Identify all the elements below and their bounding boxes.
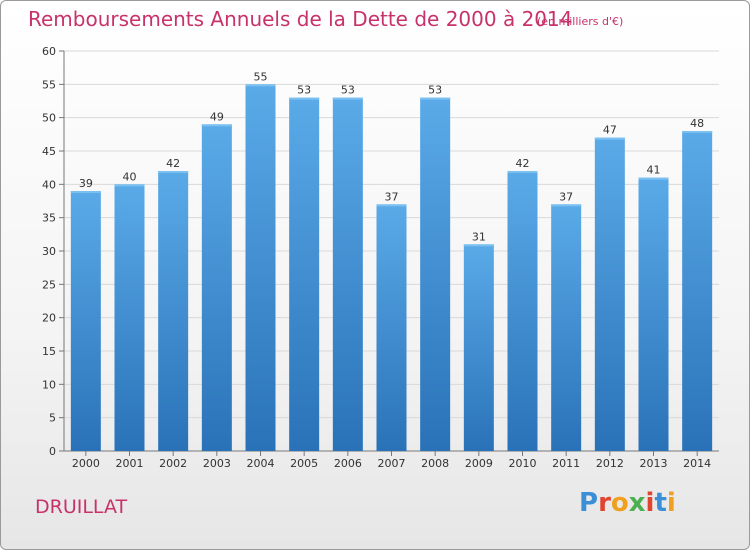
bar-2004 <box>245 84 276 451</box>
value-label-2000: 39 <box>79 177 93 190</box>
x-tick-label-2001: 2001 <box>116 457 144 470</box>
bar-2009 <box>463 244 494 451</box>
bar-2010 <box>507 171 538 451</box>
y-tick-label-10: 10 <box>42 378 56 391</box>
brand-letter: t <box>654 488 667 518</box>
labels: 39 2000 40 2001 42 2002 49 2003 55 2004 53 2005 53 20… <box>72 70 711 470</box>
value-label-2004: 55 <box>254 70 268 83</box>
value-label-2011: 37 <box>559 190 573 203</box>
bar-highlight-2002 <box>158 171 189 173</box>
x-tick-label-2014: 2014 <box>683 457 711 470</box>
y-tick-label-30: 30 <box>42 245 56 258</box>
x-tick-label-2010: 2010 <box>509 457 537 470</box>
brand-letter: x <box>628 488 646 518</box>
x-tick-label-2006: 2006 <box>334 457 362 470</box>
y-tick-label-15: 15 <box>42 345 56 358</box>
bar-2008 <box>420 97 451 452</box>
chart-title: Remboursements Annuels de la Dette de 20… <box>28 7 573 31</box>
bar-highlight-2012 <box>594 137 625 140</box>
brand-letter: i <box>666 488 676 518</box>
x-tick-label-2007: 2007 <box>378 457 406 470</box>
bar-2003 <box>201 124 232 451</box>
y-tick-label-40: 40 <box>42 178 56 191</box>
x-tick-label-2005: 2005 <box>290 457 318 470</box>
y-tick-label-45: 45 <box>42 145 56 158</box>
bar-2011 <box>551 204 582 451</box>
value-label-2005: 53 <box>297 84 311 97</box>
bar-2012 <box>594 137 625 451</box>
y-tick-label-25: 25 <box>42 278 56 291</box>
y-tick-label-50: 50 <box>42 112 56 125</box>
x-tick-label-2008: 2008 <box>421 457 449 470</box>
value-label-2010: 42 <box>516 157 530 170</box>
value-label-2009: 31 <box>472 230 486 243</box>
brand-logo: Proxiti <box>579 488 676 518</box>
value-label-2012: 47 <box>603 124 617 137</box>
bar-highlight-2014 <box>682 131 713 133</box>
bar-2006 <box>332 97 363 452</box>
x-tick-label-2003: 2003 <box>203 457 231 470</box>
bar-highlight-2005 <box>289 97 320 100</box>
value-label-2014: 48 <box>690 117 704 130</box>
bar-highlight-2000 <box>70 191 101 193</box>
y-tick-label-0: 0 <box>49 445 56 458</box>
brand-letter: r <box>598 488 611 518</box>
value-label-2003: 49 <box>210 110 224 123</box>
bars <box>70 84 713 452</box>
y-tick-label-35: 35 <box>42 212 56 225</box>
value-label-2008: 53 <box>428 84 442 97</box>
brand-letter: P <box>579 488 599 518</box>
x-tick-label-2013: 2013 <box>640 457 668 470</box>
bar-highlight-2004 <box>245 84 276 87</box>
x-tick-label-2004: 2004 <box>247 457 275 470</box>
bar-2014 <box>682 131 713 451</box>
y-tick-label-5: 5 <box>49 412 56 425</box>
bar-highlight-2007 <box>376 204 407 207</box>
bar-highlight-2009 <box>463 244 494 247</box>
y-tick-label-55: 55 <box>42 78 56 91</box>
x-tick-label-2009: 2009 <box>465 457 493 470</box>
y-tick-label-60: 60 <box>42 45 56 58</box>
bar-highlight-2006 <box>332 97 363 100</box>
x-tick-label-2002: 2002 <box>159 457 187 470</box>
commune-name: DRUILLAT <box>35 496 128 518</box>
value-label-2002: 42 <box>166 157 180 170</box>
bar-highlight-2011 <box>551 204 582 207</box>
y-tick-label-20: 20 <box>42 312 56 325</box>
bar-highlight-2013 <box>638 177 669 180</box>
x-tick-label-2000: 2000 <box>72 457 100 470</box>
bar-highlight-2008 <box>420 97 451 100</box>
brand-letter: o <box>610 488 629 518</box>
bar-2013 <box>638 177 669 451</box>
brand-letter: i <box>645 488 655 518</box>
value-label-2006: 53 <box>341 84 355 97</box>
chart-subtitle: (en milliers d'€) <box>537 15 624 28</box>
bar-2002 <box>158 171 189 451</box>
x-tick-label-2012: 2012 <box>596 457 624 470</box>
bar-2005 <box>289 97 320 452</box>
bar-2001 <box>114 184 145 452</box>
bar-2000 <box>70 191 101 451</box>
bar-highlight-2003 <box>201 124 232 127</box>
bar-highlight-2001 <box>114 184 145 187</box>
value-label-2007: 37 <box>385 190 399 203</box>
value-label-2013: 41 <box>647 164 661 177</box>
bar-highlight-2010 <box>507 171 538 173</box>
x-tick-label-2011: 2011 <box>552 457 580 470</box>
value-label-2001: 40 <box>123 170 137 183</box>
bar-2007 <box>376 204 407 451</box>
